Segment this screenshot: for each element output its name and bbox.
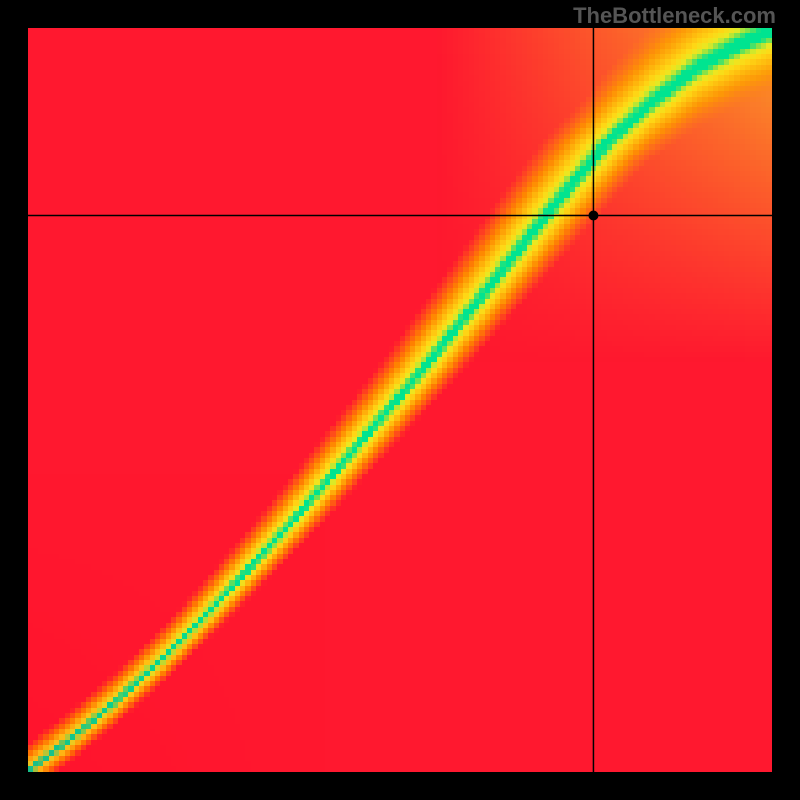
watermark-text: TheBottleneck.com — [573, 3, 776, 29]
chart-root: TheBottleneck.com — [0, 0, 800, 800]
heatmap-canvas — [28, 28, 772, 772]
